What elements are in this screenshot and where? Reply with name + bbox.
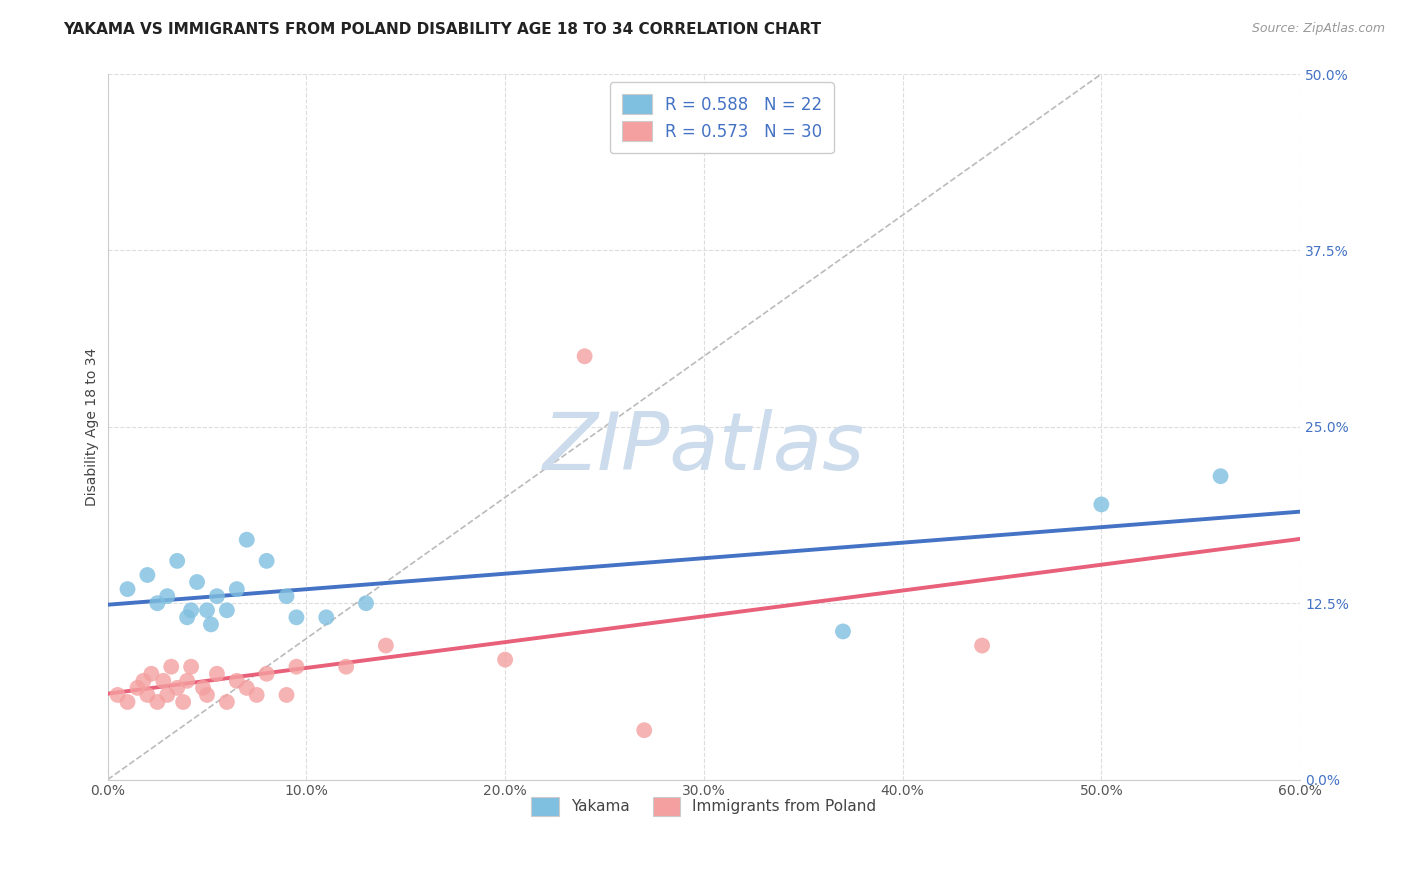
Point [354,596,377,610]
Text: YAKAMA VS IMMIGRANTS FROM POLAND DISABILITY AGE 18 TO 34 CORRELATION CHART: YAKAMA VS IMMIGRANTS FROM POLAND DISABIL… [63,22,821,37]
Point [107,688,129,702]
Point [1090,498,1112,512]
Point [225,582,247,596]
Point [166,554,188,568]
Legend: Yakama, Immigrants from Poland: Yakama, Immigrants from Poland [522,788,886,825]
Point [256,666,278,681]
Point [225,673,247,688]
Point [235,681,257,695]
Point [276,589,298,603]
Point [172,695,194,709]
Point [215,603,238,617]
Point [180,603,202,617]
Point [146,596,169,610]
Point [1209,469,1232,483]
Point [127,681,149,695]
Point [256,554,278,568]
Point [374,639,396,653]
Point [176,610,198,624]
Point [176,673,198,688]
Point [195,603,218,617]
Point [186,575,208,590]
Point [200,617,222,632]
Point [141,666,163,681]
Point [633,723,655,738]
Point [574,349,596,363]
Point [117,582,139,596]
Point [335,659,357,673]
Point [285,659,308,673]
Point [205,666,228,681]
Text: ZIPatlas: ZIPatlas [543,409,865,487]
Point [117,695,139,709]
Point [136,568,159,582]
Point [132,673,155,688]
Point [146,695,169,709]
Point [972,639,994,653]
Point [205,589,228,603]
Point [494,653,516,667]
Point [136,688,159,702]
Text: Source: ZipAtlas.com: Source: ZipAtlas.com [1251,22,1385,36]
Point [195,688,218,702]
Point [285,610,308,624]
Y-axis label: Disability Age 18 to 34: Disability Age 18 to 34 [86,348,100,506]
Point [156,589,179,603]
Point [832,624,855,639]
Point [160,659,183,673]
Point [235,533,257,547]
Point [276,688,298,702]
Point [156,688,179,702]
Point [180,659,202,673]
Point [246,688,269,702]
Point [166,681,188,695]
Point [191,681,214,695]
Point [152,673,174,688]
Point [315,610,337,624]
Point [215,695,238,709]
